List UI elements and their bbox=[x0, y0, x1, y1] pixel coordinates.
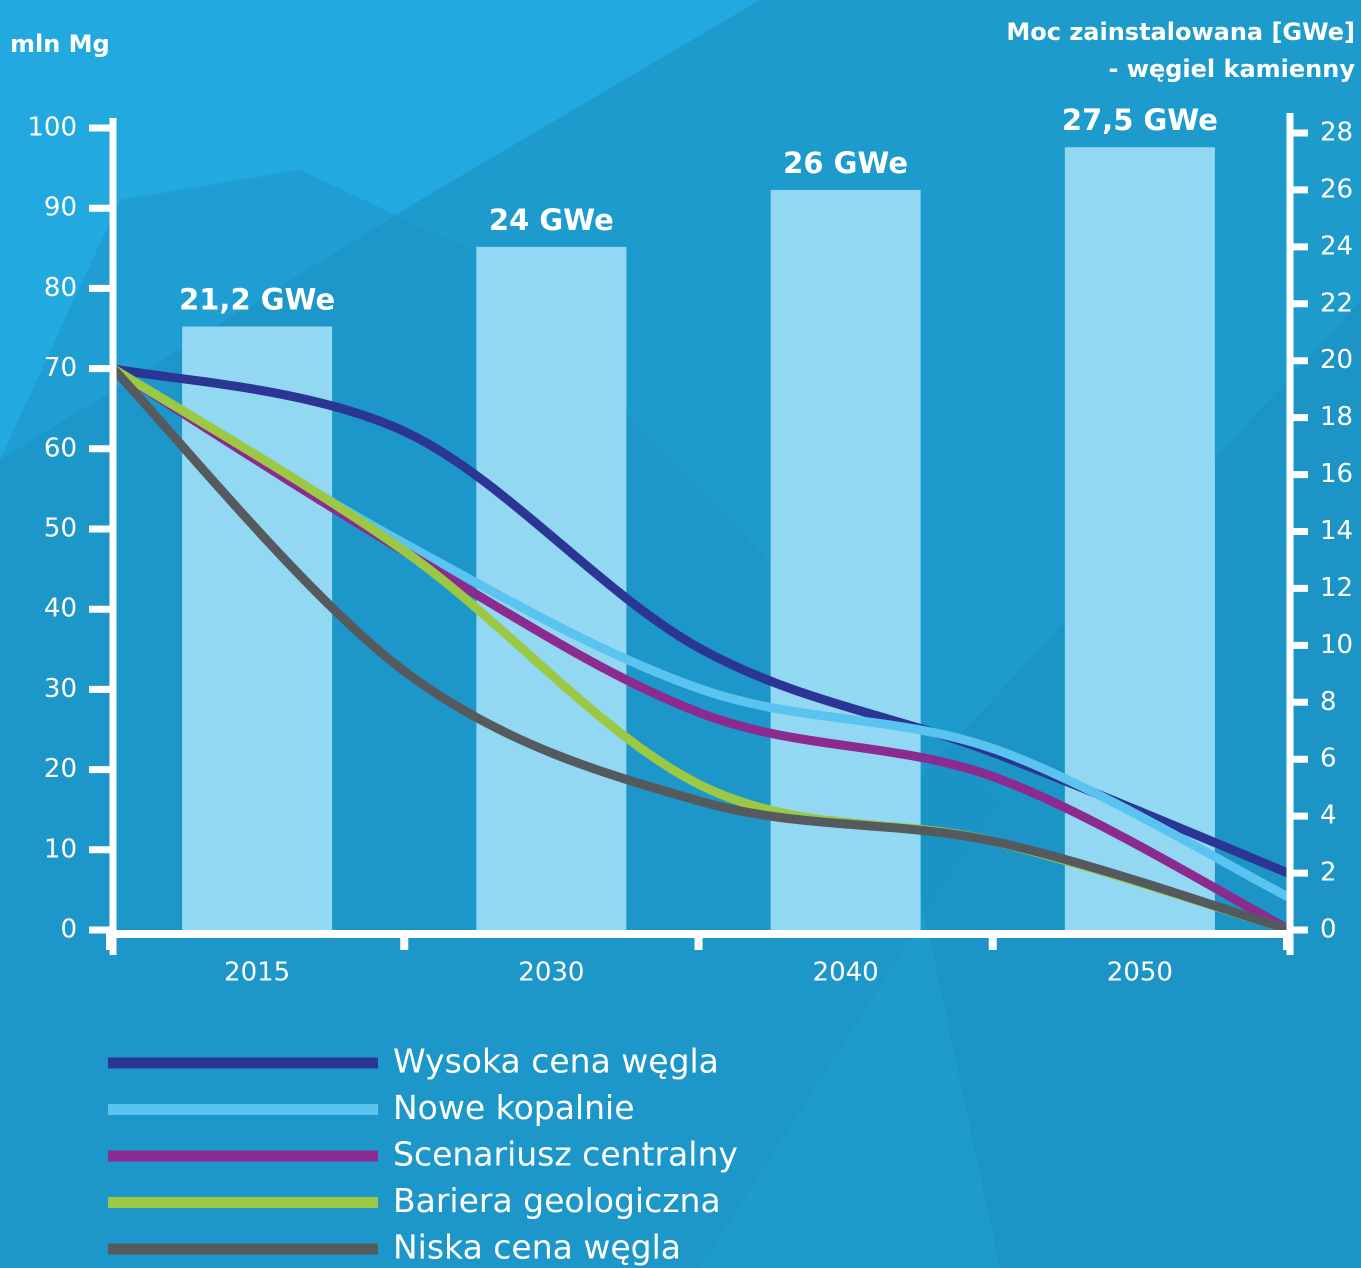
y-tick-label: 40 bbox=[44, 594, 77, 624]
line bbox=[109, 365, 1292, 935]
legend-label: Wysoka cena węgla bbox=[393, 1042, 719, 1081]
y2-tick-label: 4 bbox=[1320, 801, 1337, 831]
y-tick-label: 10 bbox=[44, 834, 77, 864]
y2-axis-title: - węgiel kamienny bbox=[1108, 55, 1355, 83]
bar-value-label: 24 GWe bbox=[489, 203, 614, 237]
legend-label: Bariera geologiczna bbox=[393, 1181, 721, 1220]
y2-tick-label: 14 bbox=[1320, 516, 1353, 546]
y2-tick-label: 10 bbox=[1320, 630, 1353, 660]
bar-value-label: 27,5 GWe bbox=[1062, 103, 1218, 137]
bar bbox=[182, 326, 333, 930]
y2-axis-title: Moc zainstalowana [GWe] bbox=[1006, 18, 1355, 46]
y-axis-title: mln Mg bbox=[10, 30, 110, 58]
legend-label: Nowe kopalnie bbox=[393, 1088, 635, 1127]
line bbox=[110, 364, 1293, 934]
bar bbox=[1064, 147, 1215, 930]
y-tick-label: 0 bbox=[60, 915, 77, 945]
y-tick-label: 70 bbox=[44, 353, 77, 383]
legend-label: Niska cena węgla bbox=[393, 1228, 681, 1267]
y-tick-label: 80 bbox=[44, 273, 77, 303]
y2-tick-label: 26 bbox=[1320, 174, 1353, 204]
bar bbox=[476, 246, 627, 930]
y2-tick-label: 18 bbox=[1320, 402, 1353, 432]
y-tick-label: 60 bbox=[44, 433, 77, 463]
y-tick-label: 90 bbox=[44, 193, 77, 223]
y2-tick-label: 16 bbox=[1320, 459, 1353, 489]
y-tick-label: 50 bbox=[44, 514, 77, 544]
x-tick-label: 2050 bbox=[1107, 958, 1173, 988]
x-tick-label: 2015 bbox=[224, 958, 290, 988]
y2-tick-label: 2 bbox=[1320, 858, 1337, 888]
y2-tick-label: 6 bbox=[1320, 744, 1337, 774]
y2-tick-label: 12 bbox=[1320, 573, 1353, 603]
y2-tick-label: 22 bbox=[1320, 288, 1353, 318]
decor bbox=[0, 0, 760, 460]
bar bbox=[770, 189, 921, 930]
bar-value-label: 21,2 GWe bbox=[179, 283, 335, 317]
y-tick-label: 20 bbox=[44, 754, 77, 784]
x-tick-label: 2030 bbox=[518, 958, 584, 988]
x-tick-label: 2040 bbox=[813, 958, 879, 988]
bar-value-label: 26 GWe bbox=[783, 146, 908, 180]
y2-tick-label: 24 bbox=[1320, 231, 1353, 261]
y2-tick-label: 28 bbox=[1320, 118, 1353, 148]
y2-tick-label: 20 bbox=[1320, 345, 1353, 375]
y-tick-label: 100 bbox=[27, 113, 77, 143]
y2-tick-label: 8 bbox=[1320, 687, 1337, 717]
y2-tick-label: 0 bbox=[1320, 915, 1337, 945]
legend-label: Scenariusz centralny bbox=[393, 1135, 738, 1174]
y-tick-label: 30 bbox=[44, 674, 77, 704]
